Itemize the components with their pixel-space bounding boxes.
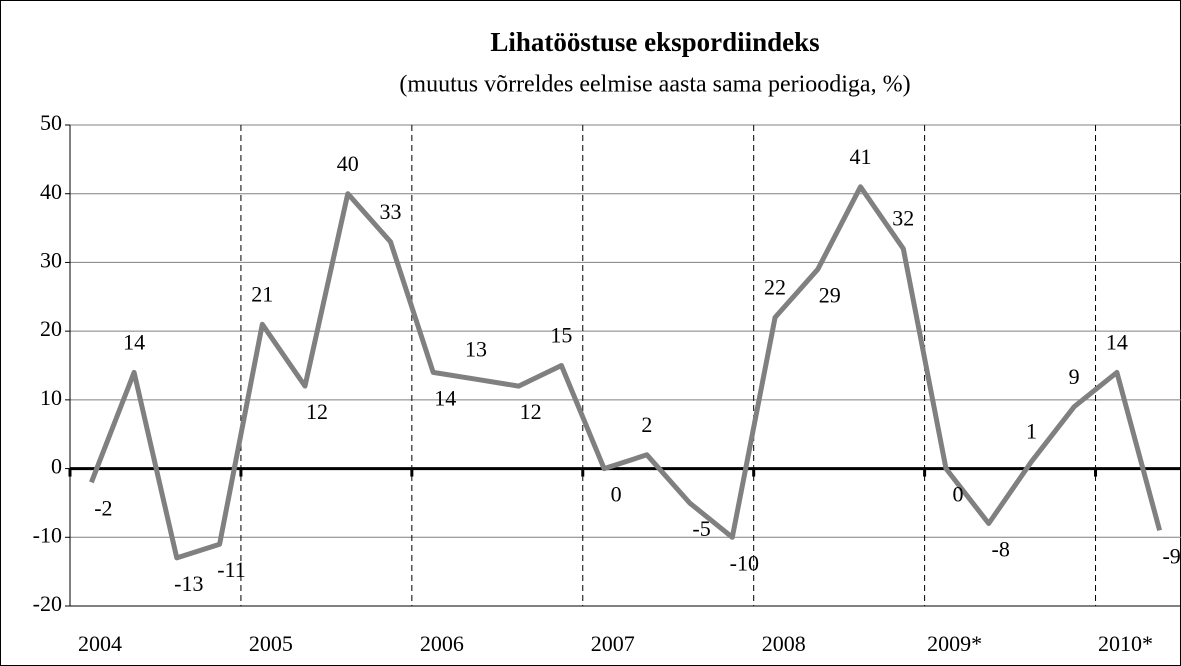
data-label: 14	[1106, 329, 1128, 354]
y-tick-label: 20	[40, 316, 62, 341]
data-label: 14	[123, 329, 145, 354]
data-label: 12	[306, 399, 328, 424]
y-tick-label: 30	[40, 247, 62, 272]
data-label: 32	[892, 206, 914, 231]
x-tick-label: 2006	[420, 631, 464, 656]
chart-subtitle: (muutus võrreldes eelmise aasta sama per…	[399, 72, 910, 98]
x-tick-label: 2004	[78, 631, 122, 656]
x-tick-label: 2009*	[927, 631, 982, 656]
data-label: 21	[251, 281, 273, 306]
data-label: -13	[174, 571, 203, 596]
y-tick-label: -10	[33, 522, 62, 547]
data-label: 33	[379, 199, 401, 224]
data-label: 2	[641, 412, 652, 437]
data-label: 15	[550, 323, 572, 348]
y-tick-label: 10	[40, 385, 62, 410]
data-label: -11	[217, 557, 246, 582]
data-label: -2	[94, 495, 112, 520]
data-label: 0	[952, 482, 963, 507]
data-label: -8	[992, 537, 1010, 562]
data-label: 40	[337, 151, 359, 176]
y-tick-label: -20	[33, 591, 62, 616]
x-tick-label: 2010*	[1098, 631, 1153, 656]
data-label: 29	[819, 282, 841, 307]
chart-title: Lihatööstuse ekspordiindeks	[490, 27, 819, 57]
data-label: 14	[434, 385, 456, 410]
y-tick-label: 0	[51, 454, 62, 479]
data-label: 13	[465, 336, 487, 361]
data-label: 12	[520, 399, 542, 424]
data-label: -5	[692, 516, 710, 541]
x-tick-label: 2007	[591, 631, 635, 656]
x-tick-label: 2008	[762, 631, 806, 656]
data-label: 22	[764, 274, 786, 299]
data-label: 41	[850, 144, 872, 169]
y-tick-label: 40	[40, 179, 62, 204]
data-label: -9	[1162, 543, 1180, 568]
data-label: -10	[730, 550, 759, 575]
data-label: 0	[611, 482, 622, 507]
data-label: 1	[1026, 419, 1037, 444]
x-tick-label: 2005	[249, 631, 293, 656]
y-tick-label: 50	[40, 110, 62, 135]
data-label: 9	[1069, 364, 1080, 389]
data-line	[89, 184, 1163, 561]
